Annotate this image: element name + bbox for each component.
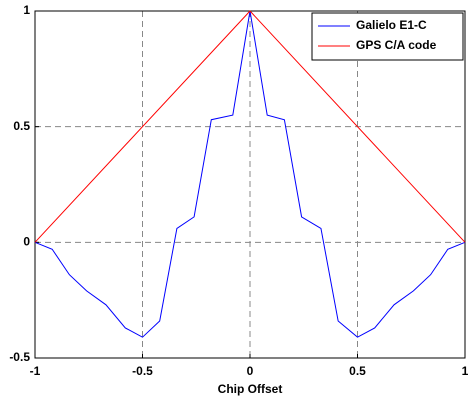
y-tick-label: 1 [23,3,30,17]
legend-box [311,12,464,61]
x-tick-label: 1 [462,364,469,378]
y-tick-label: -0.5 [9,350,30,364]
y-tick-label: 0.5 [13,119,30,133]
legend-label: GPS C/A code [356,38,437,52]
legend-label: Galielo E1-C [356,18,427,32]
x-axis-label: Chip Offset [218,382,283,396]
x-tick-label: -1 [30,364,41,378]
x-tick-label: 0.5 [349,364,366,378]
data-line [34,10,466,243]
y-tick-label: 0 [23,235,30,249]
x-tick-label: -0.5 [132,364,153,378]
x-tick-label: 0 [247,364,254,378]
